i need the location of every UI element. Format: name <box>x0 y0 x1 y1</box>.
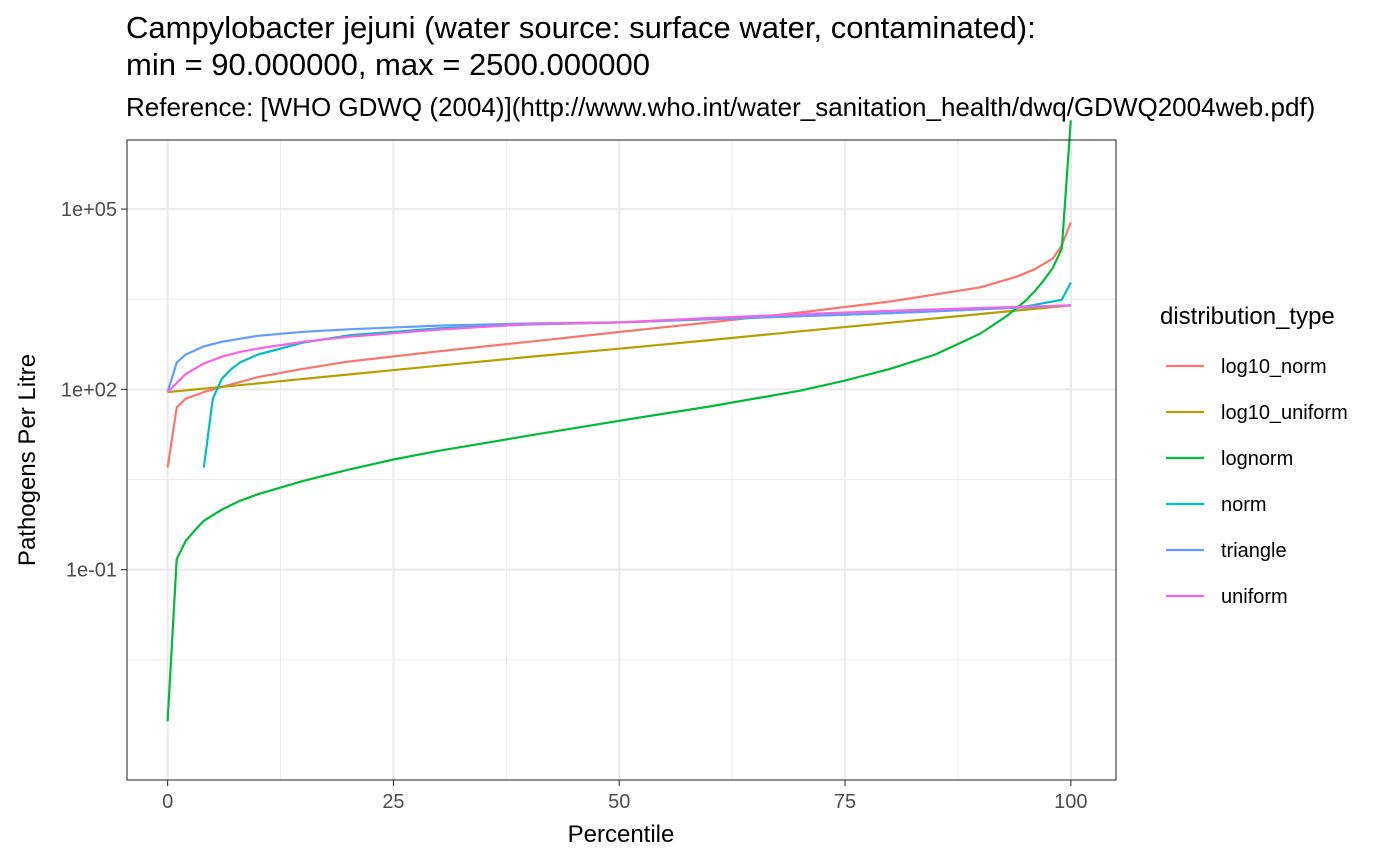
y-tick-label: 1e+02 <box>61 379 117 401</box>
x-tick-label: 25 <box>382 791 404 813</box>
x-axis: 0 25 50 75 100 <box>162 780 1088 813</box>
chart-title-line-1: Campylobacter jejuni (water source: surf… <box>126 10 1036 45</box>
legend-label-triangle: triangle <box>1221 540 1287 562</box>
chart-subtitle: Reference: [WHO GDWQ (2004)](http://www.… <box>126 92 1316 122</box>
series-line-uniform <box>166 304 1071 393</box>
legend-label-norm: norm <box>1221 494 1267 516</box>
series-line-log10-norm <box>166 221 1072 468</box>
series-line-lognorm <box>166 120 1072 722</box>
chart-title-line-2: min = 90.000000, max = 2500.000000 <box>126 47 650 82</box>
legend-title: distribution_type <box>1160 303 1335 330</box>
y-axis-title: Pathogens Per Litre <box>14 354 41 566</box>
x-axis-title: Percentile <box>568 821 675 848</box>
series-line-triangle <box>166 304 1071 393</box>
major-gridlines <box>127 140 1116 780</box>
series-line-log10-uniform <box>167 304 1071 394</box>
y-tick-label: 1e+05 <box>61 199 117 221</box>
y-axis: 1e-01 1e+02 1e+05 <box>61 199 127 582</box>
legend-label-uniform: uniform <box>1221 586 1288 608</box>
x-tick-label: 50 <box>608 791 630 813</box>
x-tick-label: 75 <box>834 791 856 813</box>
legend-label-log10-uniform: log10_uniform <box>1221 402 1348 424</box>
legend-label-log10-norm: log10_norm <box>1221 356 1327 378</box>
series-lines <box>166 120 1072 722</box>
plot-panel-border <box>126 139 1117 781</box>
minor-gridlines <box>127 140 1116 780</box>
legend: distribution_type log10_norm log10_unifor… <box>1160 303 1348 608</box>
y-tick-label: 1e-01 <box>66 560 117 582</box>
x-tick-label: 0 <box>162 791 173 813</box>
x-tick-label: 100 <box>1054 791 1087 813</box>
legend-label-lognorm: lognorm <box>1221 448 1293 470</box>
